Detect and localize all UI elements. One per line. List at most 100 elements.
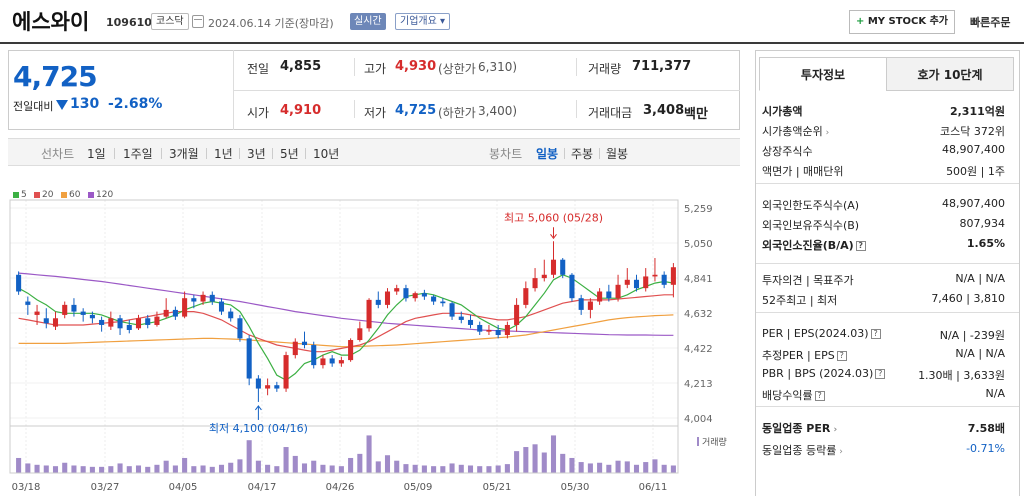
help-icon[interactable]: ? <box>870 329 881 339</box>
info-label: 투자의견 | 목표주가 <box>762 272 854 288</box>
period-5y[interactable]: 5년 <box>280 147 299 161</box>
candle-body <box>394 288 400 292</box>
candle-body <box>172 309 178 317</box>
company-info-dropdown[interactable]: 기업개요 ▾ <box>395 13 451 30</box>
info-label: 시가총액순위 › <box>762 123 829 139</box>
tab-investment-info[interactable]: 투자정보 <box>759 57 887 91</box>
quick-order-link[interactable]: 빠른주문 <box>970 16 1011 29</box>
calendar-icon <box>192 15 204 28</box>
info-value: N/A | -239원 <box>939 329 1005 342</box>
candle-body <box>191 298 197 302</box>
volume-bar <box>467 465 474 473</box>
volume-bar <box>329 465 335 473</box>
candle-body <box>384 291 391 305</box>
candle-body <box>670 267 676 285</box>
volume-bar <box>652 459 658 473</box>
volume-bar <box>348 457 354 473</box>
period-3y[interactable]: 3년 <box>247 147 266 161</box>
period-3m[interactable]: 3개월 <box>169 147 199 161</box>
volume-bar <box>200 465 206 473</box>
x-tick-label: 05/30 <box>561 482 590 493</box>
candle-weekly[interactable]: 주봉 <box>571 147 594 161</box>
candle-body <box>311 345 317 366</box>
candle-body <box>569 274 575 299</box>
volume-bar <box>670 465 676 473</box>
candle-body <box>163 309 169 317</box>
period-1y[interactable]: 1년 <box>214 147 233 161</box>
candle-body <box>550 259 557 275</box>
realtime-button[interactable]: 실시간 <box>350 13 386 30</box>
divider <box>272 148 273 159</box>
info-value: 48,907,400 <box>942 197 1005 210</box>
period-10y[interactable]: 10년 <box>313 147 340 161</box>
volume-bar <box>606 464 612 473</box>
candle-body <box>357 328 363 341</box>
ma20-legend-swatch <box>34 192 40 198</box>
candle-body <box>145 318 151 325</box>
help-icon[interactable]: ? <box>855 241 866 251</box>
info-label-text: PBR | BPS (2024.03) <box>762 367 874 380</box>
info-panel <box>755 50 1020 496</box>
x-tick-label: 06/11 <box>639 482 668 493</box>
company-info-label: 기업개요 <box>400 16 437 27</box>
candle-body <box>477 324 483 332</box>
chevron-right-icon[interactable]: › <box>830 425 838 435</box>
lower-limit-label: (하한가 <box>438 106 476 120</box>
change-label: 전일대비 <box>13 100 54 113</box>
volume-bar <box>338 466 344 473</box>
price-change-pct: -2.68% <box>108 96 163 112</box>
candle-body <box>578 298 584 310</box>
info-label-text: 외국인한도주식수(A) <box>762 199 860 212</box>
volume-bar <box>449 463 455 473</box>
ma60-line <box>18 314 674 348</box>
volume-bar <box>394 460 400 473</box>
divider <box>599 148 600 159</box>
add-mystock-button[interactable]: + MY STOCK 추가 <box>849 10 955 34</box>
chevron-right-icon[interactable]: › <box>822 128 830 138</box>
ma120-line <box>18 272 674 336</box>
tab-order-book[interactable]: 호가 10단계 <box>886 57 1014 91</box>
candle-body <box>301 341 308 346</box>
info-label-text: 시가총액 <box>762 105 803 118</box>
info-label-text: 액면가 | 매매단위 <box>762 165 844 178</box>
help-icon[interactable]: ? <box>814 391 825 401</box>
volume-bar <box>541 452 547 473</box>
y-tick-label: 4,004 <box>684 414 713 425</box>
candle-body <box>597 291 603 302</box>
volume-bar <box>154 464 160 473</box>
candle-daily[interactable]: 일봉 <box>536 147 559 161</box>
price-chart[interactable]: 5,259 5,050 4,841 4,632 4,422 4,213 4,004 03/18… <box>0 180 750 496</box>
low-label: 저가 <box>364 106 387 120</box>
upper-limit-label: (상한가 <box>438 62 476 76</box>
info-value: 1.65% <box>966 237 1005 250</box>
volume-bar <box>440 466 446 473</box>
help-icon[interactable]: ? <box>836 351 847 361</box>
volume-bar <box>34 464 40 473</box>
y-tick-label: 4,213 <box>684 379 713 390</box>
candle-body <box>320 358 326 366</box>
volume-bar <box>412 464 418 473</box>
prev-close-label: 전일 <box>247 62 270 76</box>
chart-grid <box>10 200 678 473</box>
candle-body <box>560 259 566 275</box>
candle-body <box>633 279 640 289</box>
help-icon[interactable]: ? <box>875 369 886 379</box>
chevron-right-icon[interactable]: › <box>836 447 843 457</box>
candle-monthly[interactable]: 월봉 <box>606 147 629 161</box>
period-1d[interactable]: 1일 <box>87 147 106 161</box>
volume-bar <box>661 464 667 473</box>
candle-body <box>265 385 271 389</box>
candle-body <box>348 340 354 361</box>
stock-code: 109610 <box>106 16 152 29</box>
period-1w[interactable]: 1주일 <box>123 147 153 161</box>
divider <box>206 148 207 159</box>
volume-bar <box>172 465 178 473</box>
volume-bar <box>421 465 427 473</box>
candle-body <box>182 298 188 317</box>
candles <box>16 241 676 402</box>
volume-bar <box>624 461 630 473</box>
upper-limit-value: 6,310) <box>478 60 518 74</box>
y-tick-label: 4,841 <box>684 274 713 285</box>
volume-bar <box>366 435 372 473</box>
volume-bar <box>80 466 86 473</box>
